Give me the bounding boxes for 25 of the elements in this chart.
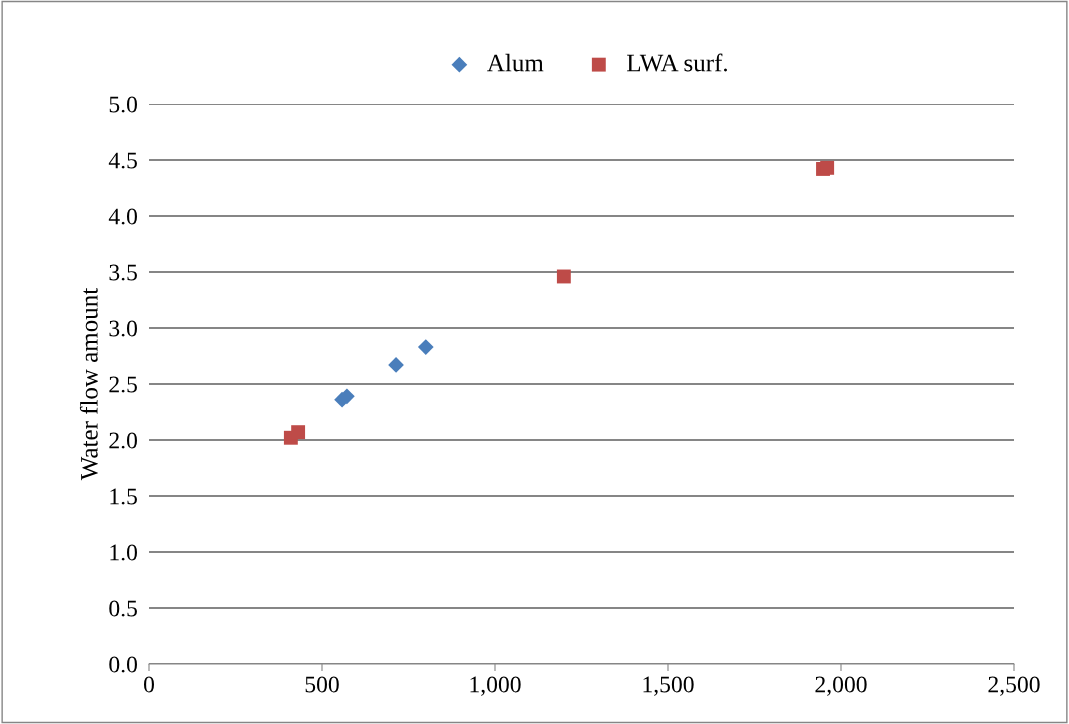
y-tick-label: 4.0	[108, 208, 137, 225]
x-tick-label: 1,000	[470, 676, 521, 696]
x-tick-label: 2,500	[988, 676, 1040, 696]
x-tick-label: 1,500	[643, 676, 694, 696]
point	[556, 269, 571, 284]
x-tick-label: 500	[305, 676, 339, 693]
y-tick-label: 3.0	[109, 320, 137, 337]
y-tick-label: 0.5	[109, 600, 137, 617]
y-tick-label: 1.5	[110, 488, 137, 505]
x-tick-label: 2,000	[815, 676, 867, 696]
y-tick-label: 1.0	[110, 544, 137, 561]
y-tick-label: 2.5	[109, 376, 137, 393]
y-tick-label: 4.5	[108, 152, 137, 169]
point	[417, 339, 434, 355]
y-tick-label: 0.0	[109, 656, 137, 673]
point	[388, 357, 404, 373]
y-tick-label: 2.0	[109, 432, 137, 449]
x-tick-label: 0	[144, 676, 154, 693]
y-tick-label: 3.5	[109, 264, 137, 281]
legend-label: LWA surf.	[627, 53, 727, 72]
point	[291, 425, 306, 440]
y-tick-label: 5.0	[109, 96, 137, 113]
y-axis-title: Water flow amount	[79, 287, 98, 481]
point	[820, 160, 835, 175]
legend-label: Alum	[487, 53, 544, 72]
